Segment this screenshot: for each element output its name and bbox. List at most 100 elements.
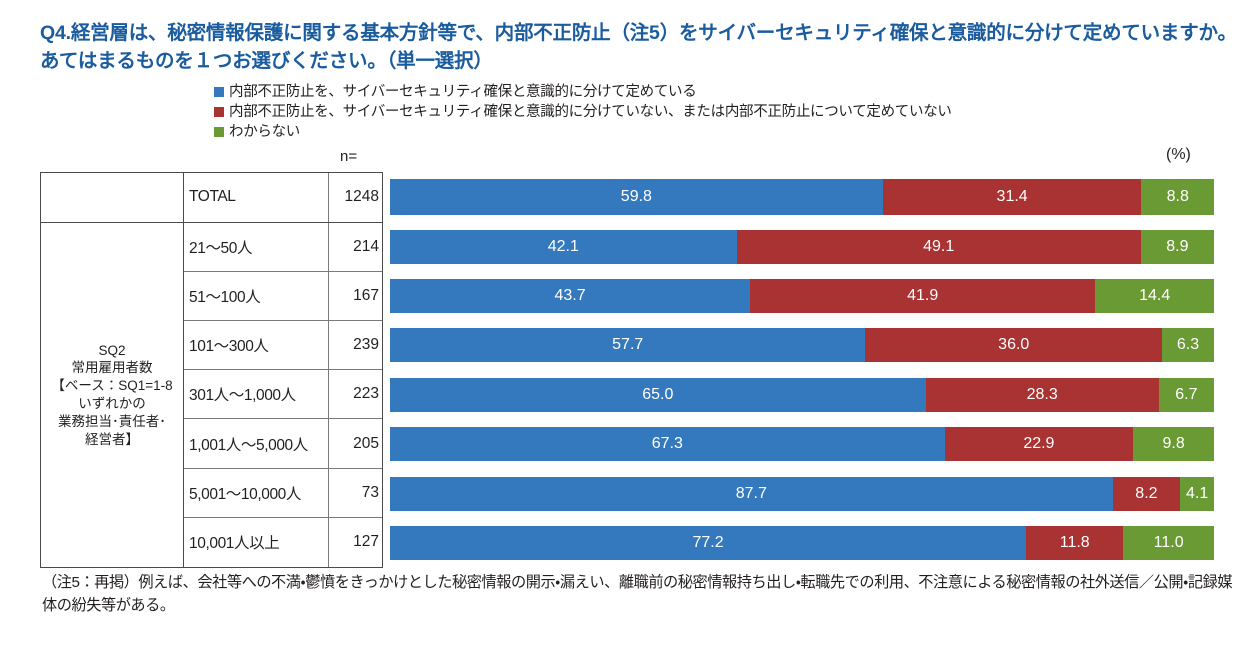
chart-and-table: SQ2 常用雇用者数 【ベース：SQ1=1-8 いずれかの 業務担当･責任者･ 経営者】 … (40, 172, 1214, 568)
row-label: 1,001人〜5,000人 (189, 436, 308, 454)
row-label-cell: 51〜100人 (187, 285, 328, 307)
group-label-line: 経営者】 (84, 431, 139, 447)
bar-track: 42.1 49.1 8.9 (390, 229, 1214, 264)
bar-segment: 9.8 (1133, 427, 1214, 462)
group-label-line: 【ベース：SQ1=1-8 (51, 378, 173, 394)
group-cell-sq2-text: SQ2 常用雇用者数【ベース：SQ1=1-8 いずれかの業務担当･責任者･ 経営者】 (51, 342, 172, 449)
group-label-line: 業務担当･責任者･ (57, 413, 166, 429)
group-cell-sq2: SQ2 常用雇用者数【ベース：SQ1=1-8 いずれかの業務担当･責任者･ 経営者】 (41, 223, 184, 567)
row-label-cell: 1,001人〜5,000人 (187, 433, 328, 455)
bar-value-label: 8.2 (1135, 484, 1158, 502)
bar-segment: 59.8 (390, 179, 883, 215)
chart-legend: 内部不正防止を、サイバーセキュリティ確保と意識的に分けて定めている 内部不正防止… (214, 83, 1214, 143)
row-label: 5,001〜10,000人 (189, 485, 301, 503)
table-row-inner: 21〜50人 214 (187, 222, 382, 271)
bar-value-label: 49.1 (923, 237, 955, 255)
row-label: 10,001人以上 (189, 535, 280, 553)
group-label-line: 常用雇用者数 (71, 360, 153, 376)
group-cell-total-blank (41, 173, 184, 223)
legend-label-0: 内部不正防止を、サイバーセキュリティ確保と意識的に分けて定めている (229, 84, 697, 100)
page-title: Q4.経営層は、秘密情報保護に関する基本方針等で、内部不正防止（注5）をサイバー… (40, 22, 1237, 72)
bar-segment: 6.3 (1162, 328, 1214, 363)
bar-row: 59.8 31.4 8.8 (390, 172, 1214, 222)
table-rows-column: TOTAL 1248 21〜50人 214 51〜100人 167 101〜300人 239 3… (184, 173, 382, 567)
table-row-inner: 51〜100人 167 (187, 271, 382, 321)
row-sample-size: 73 (328, 468, 382, 517)
row-sample-size: 1248 (328, 173, 382, 222)
bar-row: 87.7 8.2 4.1 (390, 469, 1214, 518)
bar-track: 87.7 8.2 4.1 (390, 476, 1214, 511)
bar-row: 57.7 36.0 6.3 (390, 321, 1214, 370)
bar-value-label: 65.0 (642, 385, 674, 403)
bar-row: 42.1 49.1 8.9 (390, 222, 1214, 271)
bar-value-label: 8.9 (1166, 237, 1189, 255)
table-row: TOTAL 1248 (184, 173, 382, 223)
footnote: （注5：再掲）例えば、会社等への不満・鬱憤をきっかけとした秘密情報の開示・漏えい… (42, 574, 1233, 614)
bar-segment: 67.3 (390, 427, 945, 462)
row-label: 101〜300人 (189, 338, 269, 356)
legend-item-2: わからない (214, 123, 1214, 142)
percent-unit-label: (%) (1166, 146, 1191, 163)
bar-segment: 11.0 (1123, 526, 1214, 561)
row-label: 301人〜1,000人 (189, 387, 296, 405)
bar-value-label: 43.7 (554, 287, 586, 305)
bar-track: 57.7 36.0 6.3 (390, 328, 1214, 363)
bar-segment: 8.8 (1141, 179, 1214, 215)
table-row: 51〜100人 167 (184, 271, 382, 322)
bar-segment: 36.0 (865, 328, 1163, 363)
bar-value-label: 14.4 (1139, 287, 1171, 305)
legend-item-0: 内部不正防止を、サイバーセキュリティ確保と意識的に分けて定めている (214, 83, 1214, 102)
bar-segment: 8.2 (1112, 476, 1181, 511)
bar-row: 65.0 28.3 6.7 (390, 370, 1214, 419)
legend-swatch-icon-1 (214, 107, 224, 117)
row-sample-size: 167 (328, 271, 382, 321)
bar-value-label: 28.3 (1026, 385, 1058, 403)
bar-value-label: 11.0 (1153, 534, 1184, 552)
bar-segment: 6.7 (1158, 377, 1214, 412)
row-sample-size: 223 (328, 370, 382, 419)
bar-row: 67.3 22.9 9.8 (390, 420, 1214, 469)
table-row: 101〜300人 239 (184, 321, 382, 371)
table-row: 1,001人〜5,000人 205 (184, 419, 382, 469)
group-label-line: いずれかの (78, 396, 146, 411)
bar-value-label: 77.2 (692, 534, 724, 552)
bar-segment: 11.8 (1026, 526, 1124, 561)
table-row-inner: 1,001人〜5,000人 205 (187, 419, 382, 468)
legend-item-1: 内部不正防止を、サイバーセキュリティ確保と意識的に分けていない、または内部不正防… (214, 103, 1214, 122)
row-label: 21〜50人 (189, 239, 253, 257)
bar-value-label: 59.8 (620, 188, 652, 205)
bar-segment: 14.4 (1095, 279, 1214, 314)
bar-segment: 31.4 (882, 179, 1142, 215)
bar-segment: 4.1 (1180, 476, 1214, 511)
table-row-inner: TOTAL 1248 (187, 173, 382, 222)
bar-track: 43.7 41.9 14.4 (390, 279, 1214, 314)
row-label-cell: 101〜300人 (187, 334, 328, 356)
table-row: 301人〜1,000人 223 (184, 370, 382, 420)
bar-segment: 22.9 (944, 427, 1134, 462)
bar-value-label: 36.0 (998, 336, 1030, 354)
row-label-cell: TOTAL (187, 188, 328, 206)
bar-track: 77.2 11.8 11.0 (390, 526, 1214, 561)
row-label: 51〜100人 (189, 289, 261, 307)
bar-value-label: 87.7 (735, 484, 767, 502)
category-table: SQ2 常用雇用者数 【ベース：SQ1=1-8 いずれかの 業務担当･責任者･ 経営者】 … (40, 172, 383, 568)
bar-row: 77.2 11.8 11.0 (390, 518, 1214, 567)
bar-value-label: 41.9 (907, 287, 939, 305)
row-label-cell: 10,001人以上 (187, 531, 328, 553)
bar-value-label: 22.9 (1023, 435, 1055, 453)
bar-value-label: 9.8 (1162, 435, 1185, 453)
table-group-column: SQ2 常用雇用者数【ベース：SQ1=1-8 いずれかの業務担当･責任者･ 経営者】 (41, 173, 184, 567)
group-label-line: SQ2 (98, 342, 126, 358)
bar-segment: 28.3 (925, 377, 1159, 412)
table-row: 21〜50人 214 (184, 222, 382, 272)
table-row: 10,001人以上 127 (184, 517, 382, 567)
row-label-cell: 5,001〜10,000人 (187, 482, 328, 504)
bar-segment: 57.7 (390, 328, 866, 363)
bar-segment: 77.2 (390, 526, 1027, 561)
n-column-header: n= (340, 148, 358, 165)
bar-value-label: 57.7 (612, 336, 644, 354)
bar-track: 65.0 28.3 6.7 (390, 377, 1214, 412)
row-label-cell: 301人〜1,000人 (187, 383, 328, 405)
bar-row: 43.7 41.9 14.4 (390, 271, 1214, 320)
legend-label-1: 内部不正防止を、サイバーセキュリティ確保と意識的に分けていない、または内部不正防… (229, 104, 952, 120)
